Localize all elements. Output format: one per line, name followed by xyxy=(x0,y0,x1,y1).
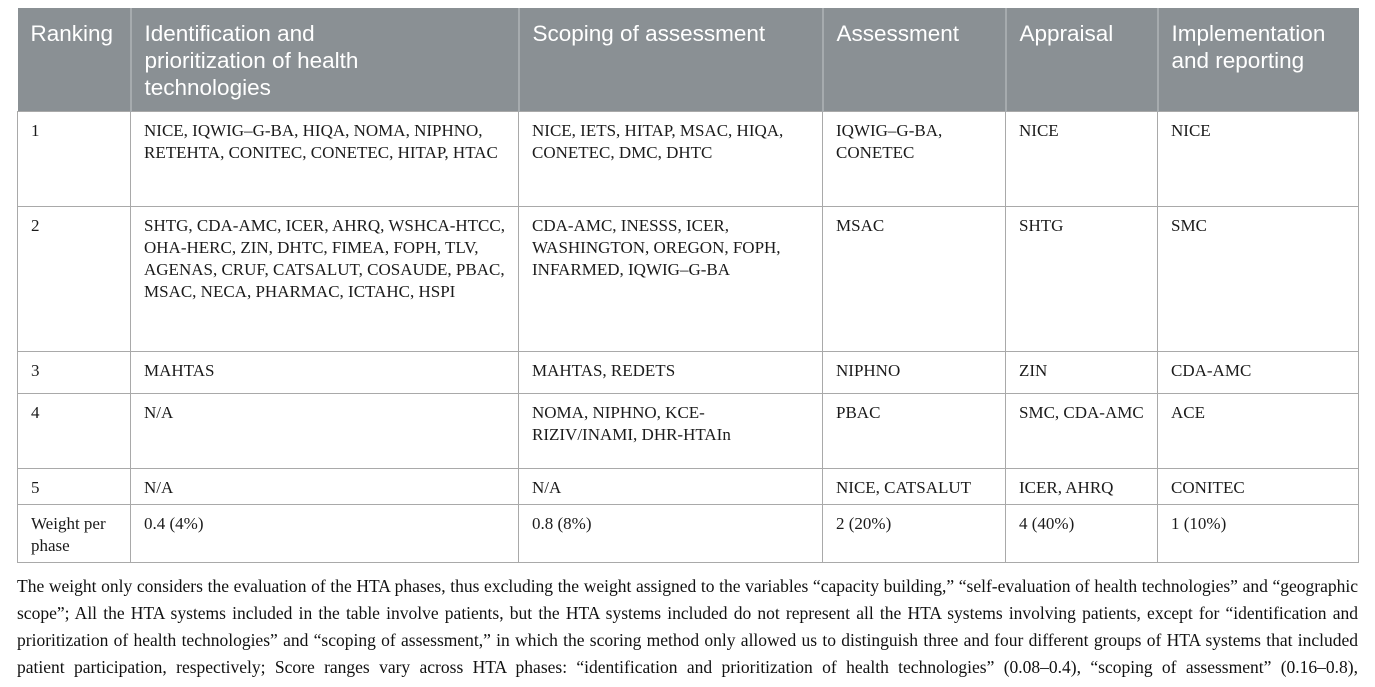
column-header-label: Scoping of assessment xyxy=(532,21,766,46)
column-header-identification: Identification and prioritization of hea… xyxy=(129,8,519,112)
table-cell: MSAC xyxy=(822,206,1006,352)
table-cell: N/A xyxy=(518,468,823,505)
hta-ranking-table: Ranking Identification and prioritizatio… xyxy=(17,8,1359,563)
table-cell: 2 (20%) xyxy=(822,504,1006,563)
column-header-label: Assessment xyxy=(836,21,960,46)
table-row-weight-per-phase: Weight per phase 0.4 (4%) 0.8 (8%) 2 (20… xyxy=(17,504,1359,563)
table-cell: ACE xyxy=(1157,393,1359,469)
table-cell: 0.8 (8%) xyxy=(518,504,823,563)
table-cell: MAHTAS xyxy=(130,351,519,394)
table-cell: 2 xyxy=(17,206,131,352)
table-row-rank-5: 5 N/A N/A NICE, CATSALUT ICER, AHRQ CONI… xyxy=(17,468,1359,505)
table-cell: NICE xyxy=(1005,111,1158,207)
table-cell: SMC, CDA-AMC xyxy=(1005,393,1158,469)
table-cell: N/A xyxy=(130,468,519,505)
column-header-label: Appraisal xyxy=(1019,21,1114,46)
table-cell: 4 xyxy=(17,393,131,469)
column-header-label: Ranking xyxy=(30,21,114,46)
table-cell: SMC xyxy=(1157,206,1359,352)
table-header-row: Ranking Identification and prioritizatio… xyxy=(17,8,1359,112)
table-cell: SHTG, CDA-AMC, ICER, AHRQ, WSHCA-HTCC, O… xyxy=(130,206,519,352)
table-row-rank-3: 3 MAHTAS MAHTAS, REDETS NIPHNO ZIN CDA-A… xyxy=(17,351,1359,394)
table-cell: CDA-AMC xyxy=(1157,351,1359,394)
column-header-label: Implementation and reporting xyxy=(1171,21,1326,73)
column-header-label: Identification and prioritization of hea… xyxy=(144,21,359,100)
table-cell: 1 (10%) xyxy=(1157,504,1359,563)
table-cell: MAHTAS, REDETS xyxy=(518,351,823,394)
table-cell: CDA-AMC, INESSS, ICER, WASHINGTON, OREGO… xyxy=(518,206,823,352)
table-cell: ZIN xyxy=(1005,351,1158,394)
table-cell: NIPHNO xyxy=(822,351,1006,394)
table-cell: N/A xyxy=(130,393,519,469)
column-header-ranking: Ranking xyxy=(17,8,131,112)
table-cell: 4 (40%) xyxy=(1005,504,1158,563)
table-cell: CONITEC xyxy=(1157,468,1359,505)
table-cell: IQWIG–G-BA, CONETEC xyxy=(822,111,1006,207)
table-row-rank-2: 2 SHTG, CDA-AMC, ICER, AHRQ, WSHCA-HTCC,… xyxy=(17,206,1359,352)
table-cell: 3 xyxy=(17,351,131,394)
table-cell: ICER, AHRQ xyxy=(1005,468,1158,505)
table-cell: 5 xyxy=(17,468,131,505)
table-cell: PBAC xyxy=(822,393,1006,469)
table-row-rank-4: 4 N/A NOMA, NIPHNO, KCE-RIZIV/INAMI, DHR… xyxy=(17,393,1359,469)
table-footnote: The weight only considers the evaluation… xyxy=(17,576,1358,687)
table-cell: 1 xyxy=(17,111,131,207)
table-cell: SHTG xyxy=(1005,206,1158,352)
table-cell: NICE, IETS, HITAP, MSAC, HIQA, CONETEC, … xyxy=(518,111,823,207)
table-row-rank-1: 1 NICE, IQWIG–G-BA, HIQA, NOMA, NIPHNO, … xyxy=(17,111,1359,207)
table-cell: NICE, IQWIG–G-BA, HIQA, NOMA, NIPHNO, RE… xyxy=(130,111,519,207)
column-header-assessment: Assessment xyxy=(821,8,1006,112)
table-cell: NICE, CATSALUT xyxy=(822,468,1006,505)
column-header-appraisal: Appraisal xyxy=(1004,8,1158,112)
table-cell: 0.4 (4%) xyxy=(130,504,519,563)
table-cell: Weight per phase xyxy=(17,504,131,563)
table-cell: NOMA, NIPHNO, KCE-RIZIV/INAMI, DHR-HTAIn xyxy=(518,393,823,469)
column-header-implementation: Implementation and reporting xyxy=(1156,8,1359,112)
column-header-scoping: Scoping of assessment xyxy=(517,8,823,112)
table-cell: NICE xyxy=(1157,111,1359,207)
